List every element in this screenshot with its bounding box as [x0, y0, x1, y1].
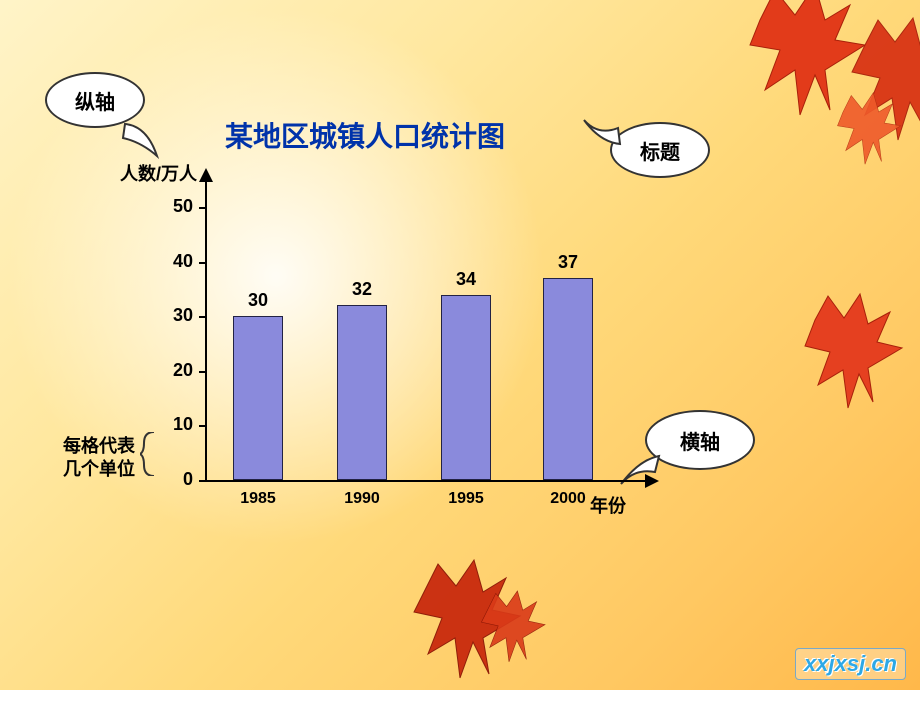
maple-leaf-icon: [700, 0, 920, 225]
y-tick: [199, 425, 205, 427]
y-tick-label: 0: [159, 469, 193, 490]
y-tick-label: 30: [159, 305, 193, 326]
y-tick-label: 50: [159, 196, 193, 217]
y-axis-label: 人数/万人: [120, 160, 197, 186]
bar-value-label: 34: [435, 269, 497, 290]
bar-value-label: 37: [537, 252, 599, 273]
y-tick: [199, 316, 205, 318]
maple-leaf-icon: [760, 290, 910, 435]
y-tick-label: 10: [159, 414, 193, 435]
callout-y-axis: 纵轴: [45, 72, 145, 128]
y-tick: [199, 371, 205, 373]
y-tick: [199, 207, 205, 209]
x-tick-label: 1995: [429, 490, 503, 508]
brace-icon: [140, 432, 158, 476]
callout-x-axis-label: 横轴: [680, 426, 720, 455]
y-tick-label: 20: [159, 360, 193, 381]
maple-leaf-icon: [370, 550, 550, 705]
x-tick-label: 1990: [325, 490, 399, 508]
y-axis-line: [205, 180, 207, 480]
callout-title-label: 标题: [640, 136, 680, 165]
bar-value-label: 30: [227, 290, 289, 311]
x-tick-label: 2000: [531, 490, 605, 508]
y-tick: [199, 480, 205, 482]
x-tick-label: 1985: [221, 490, 295, 508]
arrowhead-up-icon: [199, 168, 213, 182]
bar: [337, 305, 387, 480]
callout-title: 标题: [610, 122, 710, 178]
y-tick-label: 40: [159, 251, 193, 272]
unit-note-line2: 几个单位: [45, 455, 135, 481]
bar: [543, 278, 593, 480]
bar-value-label: 32: [331, 279, 393, 300]
arrowhead-right-icon: [645, 474, 659, 488]
bar: [233, 316, 283, 480]
chart-title: 某地区城镇人口统计图: [225, 115, 505, 155]
y-tick: [199, 262, 205, 264]
callout-y-axis-label: 纵轴: [75, 86, 115, 115]
x-axis-line: [205, 480, 645, 482]
watermark: xxjxsj.cn: [795, 648, 906, 680]
callout-x-axis: 横轴: [645, 410, 755, 470]
bar: [441, 295, 491, 480]
